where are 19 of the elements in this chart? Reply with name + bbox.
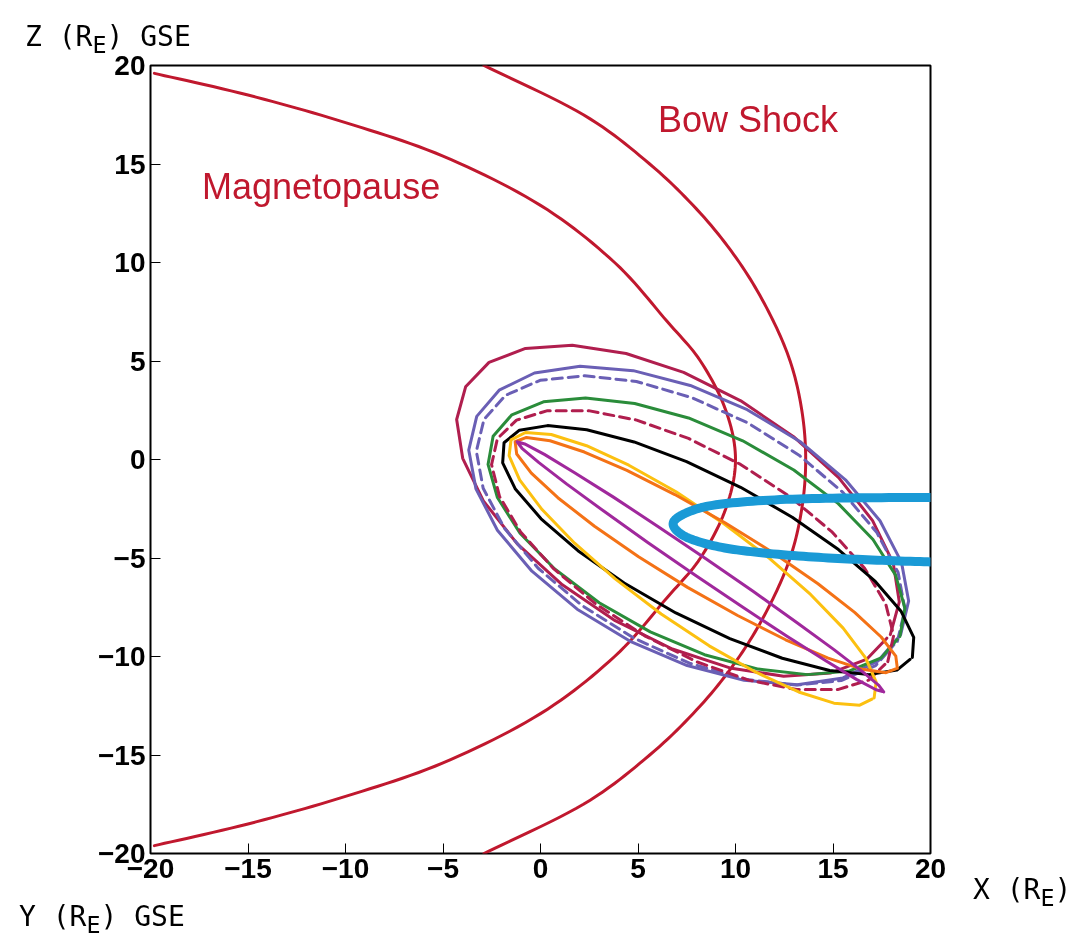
y-tick-label: −10 [98, 641, 146, 672]
text: Y (R$_{E}$) GSE [19, 900, 185, 939]
x-tick-label: 20 [914, 852, 947, 884]
y-tick-label: 10 [114, 247, 146, 278]
y-tick-label: 0 [129, 444, 146, 475]
y-tick-label: −5 [113, 542, 146, 574]
x-tick-label: 10 [719, 852, 752, 884]
x-tick-label: 5 [630, 852, 646, 884]
y-tick-label: 5 [129, 345, 146, 377]
x-tick-label: −5 [427, 852, 459, 884]
x-tick-label: −10 [321, 852, 370, 884]
annotation: Magnetopause [202, 165, 441, 209]
y-tick-label: −15 [98, 739, 146, 771]
annotation: Bow Shock [658, 98, 839, 142]
x-axis-title: X (R$_{E}$) [973, 873, 1072, 912]
y-tick-label: 15 [114, 148, 146, 180]
x-tick-label: 15 [817, 852, 849, 884]
x-tick-label: −15 [224, 852, 272, 884]
x-tick-label: 0 [532, 852, 549, 884]
